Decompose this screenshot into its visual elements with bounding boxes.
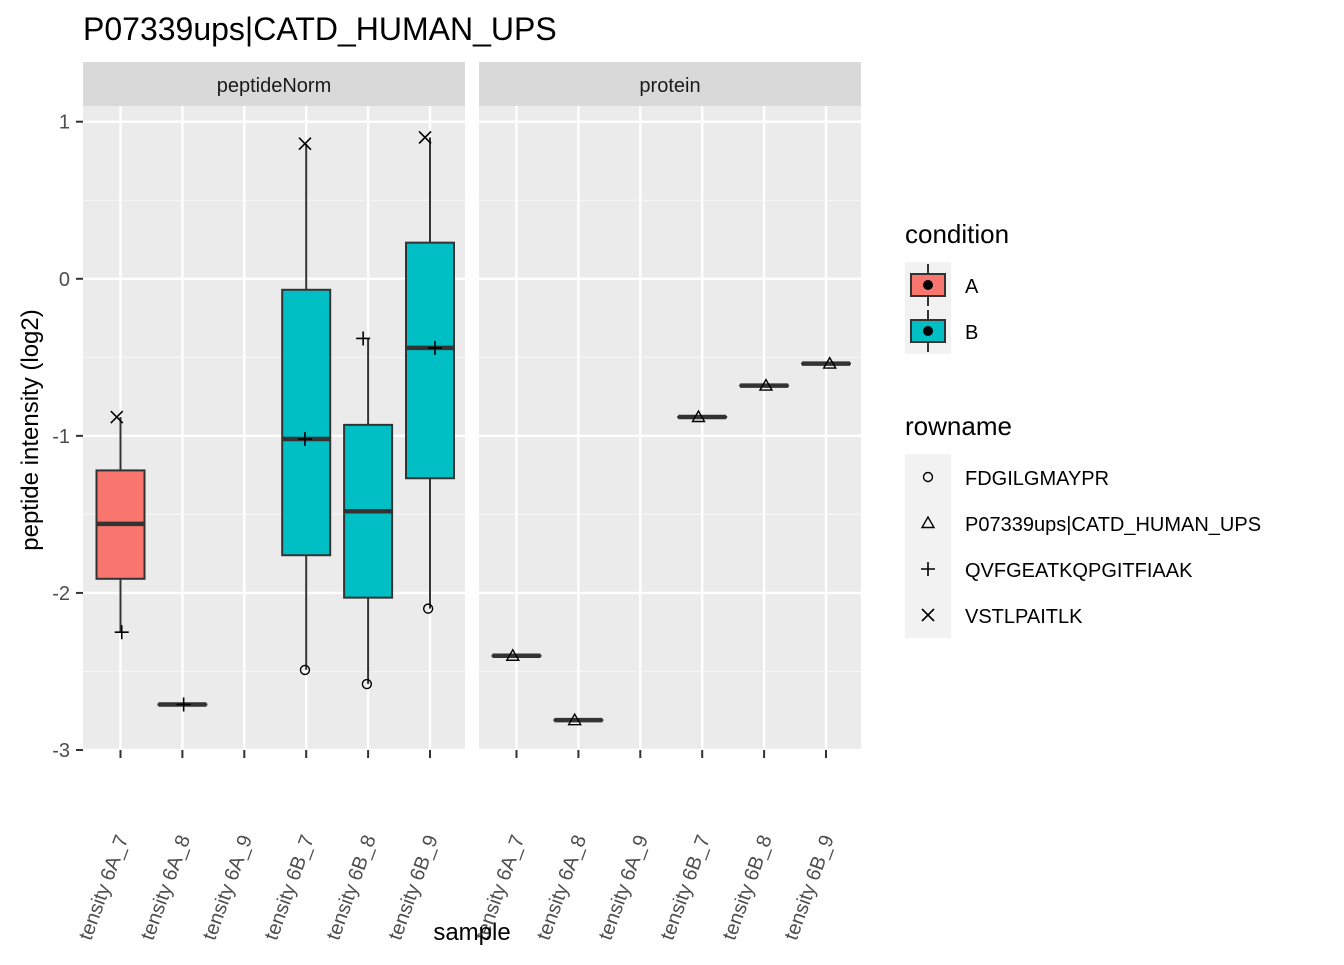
- chart-title: P07339ups|CATD_HUMAN_UPS: [83, 11, 557, 47]
- x-tick-label: tensity 6B_7: [261, 832, 319, 943]
- legend-key-background: [905, 454, 951, 500]
- legend-condition-label: A: [965, 276, 979, 298]
- x-tick-label: tensity 6A_9: [595, 832, 653, 943]
- legend-condition-item: B: [905, 308, 978, 354]
- legend-rowname-label: QVFGEATKQPGITFIAAK: [965, 560, 1193, 582]
- legend-condition-title: condition: [905, 219, 1009, 249]
- legend-condition-label: B: [965, 322, 978, 344]
- x-tick-label: tensity 6A_8: [137, 832, 195, 943]
- legend-key-dot: [923, 326, 933, 336]
- legend-rowname-item: FDGILGMAYPR: [905, 454, 1109, 500]
- y-tick-label: -2: [52, 583, 70, 605]
- legend-key-dot: [923, 280, 933, 290]
- x-tick-label: tensity 6B_9: [780, 832, 838, 943]
- y-tick-label: -1: [52, 426, 70, 448]
- facet-strip-label: peptideNorm: [217, 75, 332, 97]
- panels-layer: peptideNorm protein: [83, 62, 861, 750]
- panel-background: [479, 106, 861, 750]
- y-axis-label: peptide intensity (log2): [17, 309, 44, 550]
- legend-rowname-item: QVFGEATKQPGITFIAAK: [905, 546, 1193, 592]
- legend-key-background: [905, 500, 951, 546]
- y-tick-label: 0: [59, 269, 70, 291]
- legend-rowname-title: rowname: [905, 411, 1012, 441]
- legend-rowname-label: P07339ups|CATD_HUMAN_UPS: [965, 514, 1261, 536]
- legend-rowname-item: VSTLPAITLK: [905, 592, 1083, 638]
- legend-rowname-item: P07339ups|CATD_HUMAN_UPS: [905, 500, 1261, 546]
- legend-condition-item: A: [905, 262, 979, 308]
- y-tick-label: 1: [59, 112, 70, 134]
- x-tick-label: tensity 6A_7: [75, 832, 133, 943]
- box-body: [282, 290, 330, 555]
- panel-protein: protein: [479, 62, 861, 750]
- x-tick-label: tensity 6A_9: [199, 832, 257, 943]
- x-tick-label: tensity 6B_8: [322, 832, 380, 943]
- legend-rowname-label: VSTLPAITLK: [965, 606, 1083, 628]
- box-body: [406, 243, 454, 479]
- panel-peptideNorm: peptideNorm: [83, 62, 465, 750]
- x-tick-label: tensity 6B_7: [657, 832, 715, 943]
- x-tick-label: tensity 6B_8: [718, 832, 776, 943]
- facet-strip-label: protein: [639, 75, 700, 97]
- legend-rowname-label: FDGILGMAYPR: [965, 468, 1109, 490]
- x-tick-label: tensity 6A_8: [533, 832, 591, 943]
- x-axis-label: sample: [433, 919, 510, 946]
- y-tick-label: -3: [52, 740, 70, 762]
